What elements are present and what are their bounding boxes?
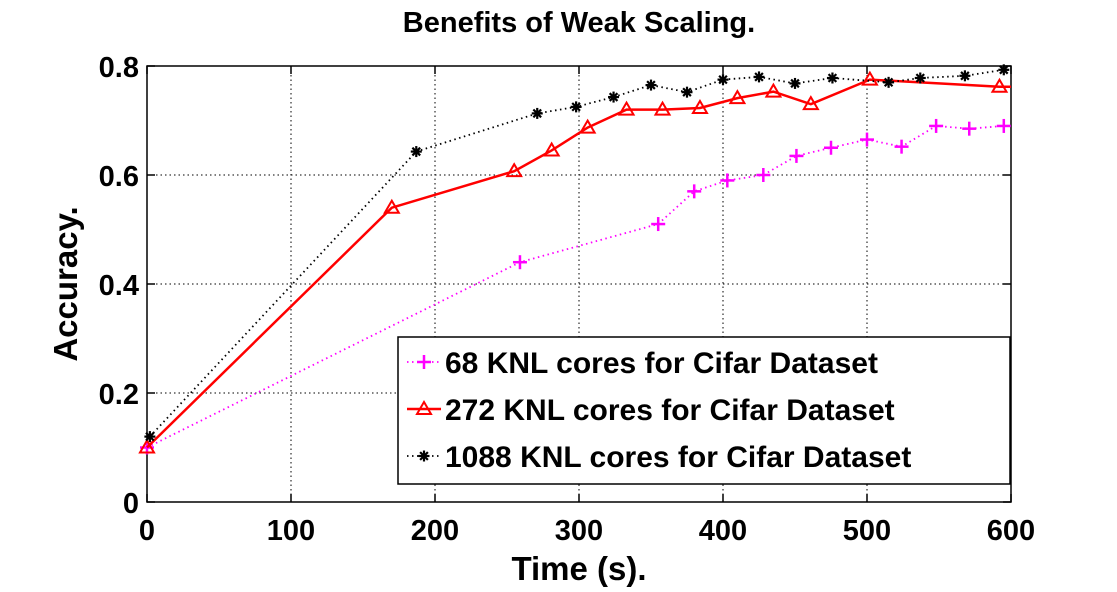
data-point-plus (929, 118, 944, 133)
data-point-asterisk (418, 450, 430, 462)
legend-label: 272 KNL cores for Cifar Dataset (445, 394, 895, 427)
data-point-plus (417, 355, 431, 369)
asterisk-stroke (883, 77, 894, 88)
data-point-asterisk (531, 107, 543, 119)
asterisk-stroke (960, 71, 970, 81)
data-point-triangle (802, 95, 820, 111)
series-line (149, 68, 1011, 438)
asterisk-stroke (608, 92, 619, 102)
data-point-triangle (861, 70, 879, 86)
data-point-triangle (383, 198, 401, 214)
data-point-asterisk (608, 91, 620, 103)
asterisk-stroke (419, 451, 429, 461)
x-tick-label: 400 (699, 515, 747, 547)
series-triangle (138, 70, 1011, 454)
asterisk-stroke (915, 73, 925, 83)
data-point-asterisk (681, 86, 693, 98)
y-axis-label: Accuracy. (47, 206, 84, 361)
data-point-triangle (138, 438, 156, 454)
asterisk-stroke (682, 87, 692, 97)
x-tick-label: 500 (843, 515, 891, 547)
asterisk-stroke (411, 146, 421, 157)
x-tick-label: 100 (267, 515, 315, 547)
asterisk-stroke (790, 78, 800, 89)
series-plus (140, 118, 1011, 455)
series-asterisk (144, 64, 1011, 443)
data-point-asterisk (826, 72, 838, 84)
y-tick-label: 0.6 (99, 161, 139, 193)
data-point-asterisk (914, 72, 926, 84)
data-point-triangle (505, 162, 523, 178)
tick-labels: 0 100 200 300 400 500 600 0 0.2 0.4 0.6 0.8 (99, 52, 1036, 547)
data-point-plus (651, 217, 666, 232)
y-tick-label: 0.2 (99, 379, 139, 411)
x-axis-label: Time (s). (511, 550, 646, 587)
data-point-plus (687, 184, 702, 199)
data-point-plus (756, 168, 771, 182)
data-point-plus (962, 121, 977, 136)
data-point-asterisk (789, 77, 801, 89)
asterisk-stroke (999, 65, 1009, 75)
data-point-triangle (415, 400, 433, 415)
legend-label: 1088 KNL cores for Cifar Dataset (445, 441, 911, 474)
legend-entry: 68 KNL cores for Cifar Dataset (407, 347, 878, 380)
legend-items: 68 KNL cores for Cifar Dataset 272 KNL co… (407, 347, 911, 474)
data-point-asterisk (959, 70, 971, 82)
x-tick-label: 200 (411, 515, 459, 547)
data-point-plus (894, 139, 909, 154)
data-point-asterisk (717, 74, 729, 86)
asterisk-stroke (571, 102, 581, 112)
data-point-asterisk (144, 431, 156, 443)
data-point-triangle (728, 89, 747, 105)
data-point-asterisk (645, 79, 657, 91)
data-point-asterisk (998, 64, 1010, 76)
data-point-triangle (578, 118, 597, 134)
data-point-plus (512, 255, 527, 270)
data-point-triangle (542, 141, 561, 157)
asterisk-stroke (145, 431, 155, 442)
data-point-plus (860, 132, 874, 147)
series-line (146, 78, 1011, 449)
data-point-asterisk (753, 71, 765, 83)
x-tick-label: 600 (987, 515, 1035, 547)
data-point-plus (789, 148, 804, 163)
data-point-asterisk (570, 101, 582, 113)
data-point-plus (824, 140, 838, 155)
legend-label: 68 KNL cores for Cifar Dataset (445, 347, 878, 380)
asterisk-stroke (754, 72, 764, 82)
data-point-triangle (764, 82, 783, 98)
axis-ticks (146, 65, 1012, 503)
legend-entry: 272 KNL cores for Cifar Dataset (407, 394, 895, 427)
data-point-plus (996, 118, 1011, 133)
asterisk-stroke (646, 80, 656, 90)
asterisk-stroke (718, 74, 728, 85)
x-tick-label: 0 (139, 515, 155, 547)
data-point-triangle (617, 100, 636, 116)
data-point-asterisk (883, 76, 895, 88)
data-point-asterisk (410, 146, 422, 158)
y-tick-label: 0 (123, 488, 139, 520)
data-point-triangle (691, 98, 709, 114)
legend: 68 KNL cores for Cifar Dataset 272 KNL co… (397, 336, 1011, 485)
asterisk-stroke (827, 73, 838, 83)
data-point-triangle (990, 77, 1009, 93)
data-point-triangle (653, 100, 672, 116)
y-tick-label: 0.4 (99, 270, 139, 302)
legend-box (397, 336, 1011, 485)
chart-title: Benefits of Weak Scaling. (403, 7, 755, 39)
asterisk-stroke (532, 108, 542, 119)
x-tick-label: 300 (555, 515, 603, 547)
series-layer (138, 64, 1011, 455)
data-point-plus (720, 173, 735, 188)
legend-entry: 1088 KNL cores for Cifar Dataset (407, 441, 911, 474)
y-tick-label: 0.8 (99, 52, 139, 84)
